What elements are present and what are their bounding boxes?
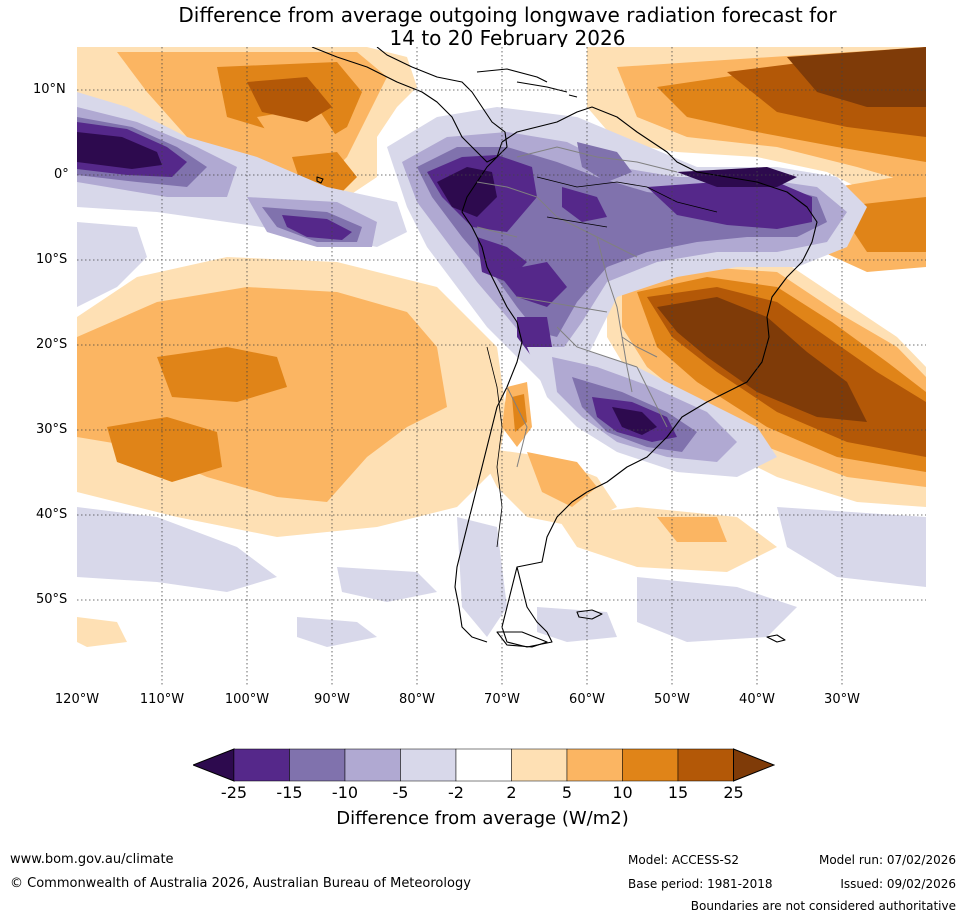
- colorbar-swatch: [289, 748, 346, 782]
- lon-label-120w: 120°W: [54, 692, 100, 707]
- colorbar-tick: 2: [506, 783, 517, 802]
- colorbar-tick: -5: [392, 783, 409, 802]
- colorbar-arrow-high: [733, 748, 776, 782]
- lat-label-40s: 40°S: [36, 507, 68, 522]
- title-line-2: 14 to 20 February 2026: [389, 26, 626, 50]
- lat-label-30s: 30°S: [36, 422, 68, 437]
- colorbar-tick: -15: [276, 783, 303, 802]
- colorbar-tick: -10: [331, 783, 359, 802]
- model-name: Model: ACCESS-S2: [628, 853, 740, 867]
- website-link[interactable]: www.bom.gov.au/climate: [10, 852, 174, 867]
- colorbar-swatch: [511, 748, 568, 782]
- colorbar-swatch: [566, 748, 623, 782]
- colorbar-tick: -2: [448, 783, 464, 802]
- lon-label-50w: 50°W: [654, 692, 690, 707]
- lon-label-30w: 30°W: [824, 692, 860, 707]
- colorbar-tick: 15: [667, 783, 689, 802]
- colorbar-swatch: [400, 748, 457, 782]
- boundaries-disclaimer: Boundaries are not considered authoritat…: [690, 899, 956, 913]
- colorbar-tick: 5: [561, 783, 573, 802]
- lat-label-10s: 10°S: [36, 252, 68, 267]
- map-title: Difference from average outgoing longwav…: [0, 4, 965, 50]
- lat-label-20s: 20°S: [36, 337, 68, 352]
- colorbar-swatch: [677, 748, 734, 782]
- title-line-1: Difference from average outgoing longwav…: [178, 3, 837, 27]
- colorbar-svg: [191, 748, 776, 782]
- map-svg: [77, 47, 926, 686]
- olr-anomaly-map: [77, 47, 926, 686]
- colorbar-arrow-low: [191, 748, 235, 782]
- lon-label-70w: 70°W: [484, 692, 520, 707]
- black-province-borders: [486, 176, 718, 548]
- lon-label-40w: 40°W: [739, 692, 775, 707]
- colorbar-tick: 10: [612, 783, 633, 802]
- colorbar-tick: 25: [723, 783, 744, 802]
- colorbar-title: Difference from average (W/m2): [336, 808, 629, 829]
- issued-date: Issued: 09/02/2026: [840, 877, 956, 891]
- base-period: Base period: 1981-2018: [628, 877, 773, 891]
- negative-anomaly-shading: [77, 92, 926, 647]
- lon-label-110w: 110°W: [139, 692, 185, 707]
- model-run-date: Model run: 07/02/2026: [818, 853, 956, 867]
- lon-label-60w: 60°W: [569, 692, 605, 707]
- colorbar-swatch: [622, 748, 679, 782]
- copyright: © Commonwealth of Australia 2026, Austra…: [10, 876, 471, 891]
- colorbar-swatch: [344, 748, 401, 782]
- lon-label-100w: 100°W: [224, 692, 270, 707]
- colorbar-tick: -25: [220, 783, 248, 802]
- colorbar-swatch: [455, 748, 512, 782]
- lon-label-90w: 90°W: [314, 692, 350, 707]
- colorbar-swatch: [233, 748, 290, 782]
- lat-label-0: 0°: [54, 167, 69, 182]
- colorbar: [191, 748, 776, 786]
- national-borders: [476, 146, 678, 468]
- lon-label-80w: 80°W: [399, 692, 435, 707]
- lat-label-10n: 10°N: [33, 82, 66, 97]
- graticule: [77, 47, 926, 686]
- lat-label-50s: 50°S: [36, 592, 68, 607]
